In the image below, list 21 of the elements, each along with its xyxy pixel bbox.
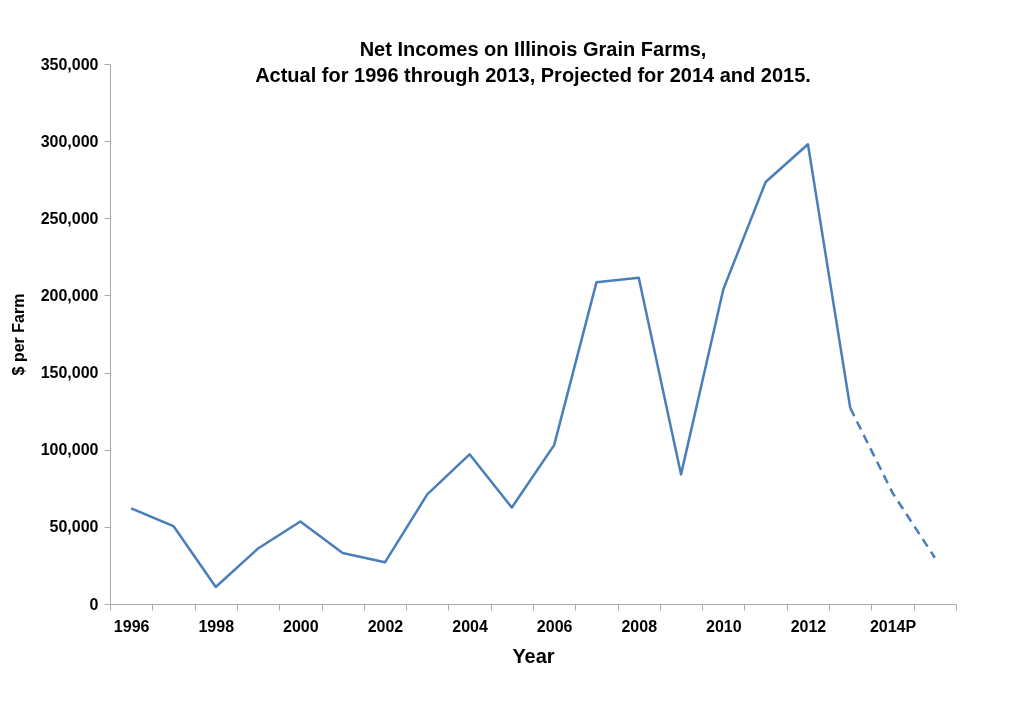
x-tick-label: 2006: [536, 617, 573, 635]
y-tick-label: 0: [89, 595, 99, 613]
x-tick-label: 2014P: [869, 617, 917, 635]
x-axis-title: Year: [512, 644, 555, 667]
y-tick-label: 250,000: [40, 209, 99, 227]
y-tick-label: 300,000: [40, 132, 99, 150]
x-tick-label: 2002: [367, 617, 404, 635]
x-tick-label: 1996: [113, 617, 150, 635]
x-tick-label: 2000: [283, 617, 319, 635]
chart-title: Net Incomes on Illinois Grain Farms, Actual for 1996 through 2013, Projected for 2014 and 2015.: [255, 38, 811, 86]
x-tick-label: 1998: [198, 617, 235, 635]
x-tick-label: 2004: [452, 617, 488, 635]
x-tick-label: 2012: [790, 617, 827, 635]
y-axis-title: $ per Farm: [9, 293, 27, 376]
x-tick-label: 2008: [621, 617, 658, 635]
y-tick-label: 150,000: [40, 364, 99, 382]
y-tick-label: 350,000: [40, 55, 99, 73]
y-tick-label: 100,000: [40, 441, 99, 459]
y-tick-label: 50,000: [49, 518, 99, 536]
x-tick-label: 2010: [706, 617, 742, 635]
y-tick-label: 200,000: [40, 286, 99, 304]
